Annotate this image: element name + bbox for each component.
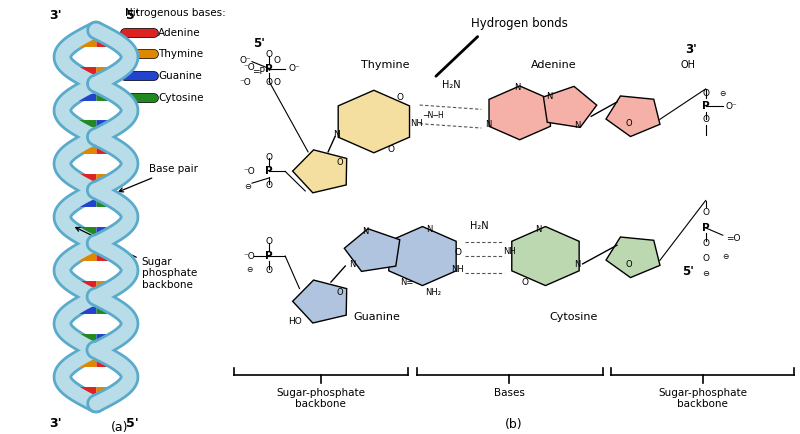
Text: O: O: [387, 145, 394, 154]
Polygon shape: [489, 86, 550, 140]
Text: H₂N: H₂N: [470, 220, 489, 231]
Text: Adenine: Adenine: [158, 27, 201, 38]
Text: N=: N=: [400, 279, 413, 287]
Polygon shape: [606, 237, 660, 278]
Text: P: P: [266, 251, 273, 261]
Text: =O: =O: [726, 234, 740, 243]
Text: (a): (a): [111, 421, 129, 434]
Text: O: O: [702, 208, 709, 217]
Text: 3': 3': [686, 43, 697, 56]
Polygon shape: [512, 227, 579, 286]
Text: N: N: [362, 227, 369, 236]
Text: O: O: [625, 119, 632, 128]
Text: ⊖: ⊖: [719, 89, 726, 98]
Text: HO: HO: [289, 317, 302, 326]
Text: 3': 3': [49, 9, 62, 22]
Text: O: O: [522, 279, 529, 287]
Text: Guanine: Guanine: [158, 71, 202, 81]
Text: Nitrogenous bases:: Nitrogenous bases:: [125, 8, 226, 18]
Text: 5': 5': [126, 9, 138, 22]
Text: O: O: [702, 254, 709, 263]
Text: Bases: Bases: [494, 388, 525, 398]
Text: (b): (b): [505, 418, 523, 431]
Text: O: O: [702, 89, 709, 98]
Text: O: O: [454, 248, 462, 257]
Text: N: N: [426, 225, 433, 233]
Text: Base pair: Base pair: [119, 164, 198, 192]
Text: O: O: [273, 56, 280, 65]
Polygon shape: [293, 280, 346, 323]
Text: N: N: [546, 92, 553, 101]
Text: P: P: [266, 63, 273, 74]
Text: 5': 5': [254, 37, 266, 50]
Text: Sugar
phosphate
backbone: Sugar phosphate backbone: [76, 227, 197, 290]
Polygon shape: [293, 150, 346, 193]
Text: ─N─H: ─N─H: [423, 111, 444, 119]
Text: O: O: [273, 78, 280, 87]
Text: Sugar-phosphate
backbone: Sugar-phosphate backbone: [658, 388, 747, 409]
Polygon shape: [543, 86, 597, 127]
Text: ⁻O: ⁻O: [244, 167, 256, 176]
Text: ⁻O: ⁻O: [244, 63, 256, 72]
Text: O⁻: O⁻: [726, 102, 738, 111]
Text: 5': 5': [682, 265, 694, 278]
Text: ⊖: ⊖: [702, 269, 709, 278]
Text: P: P: [266, 166, 273, 177]
Text: Hydrogen bonds: Hydrogen bonds: [471, 17, 568, 30]
Text: ⊖: ⊖: [722, 252, 729, 260]
Text: Cytosine: Cytosine: [550, 312, 598, 322]
Text: NH: NH: [451, 265, 464, 273]
Text: O⁻: O⁻: [239, 56, 251, 65]
Text: O: O: [266, 78, 273, 87]
Text: O: O: [266, 50, 273, 59]
Text: Cytosine: Cytosine: [158, 92, 204, 103]
Text: O: O: [625, 260, 632, 269]
Text: O: O: [266, 153, 273, 161]
Text: ⁻O: ⁻O: [244, 252, 256, 260]
Text: N: N: [514, 83, 520, 92]
Text: O: O: [702, 115, 709, 124]
Text: O: O: [336, 289, 343, 297]
Text: ⊖: ⊖: [246, 265, 253, 273]
Text: O: O: [702, 239, 709, 247]
Text: N: N: [349, 260, 355, 269]
Text: N: N: [574, 122, 580, 130]
Text: Thymine: Thymine: [158, 49, 203, 59]
Text: H₂N: H₂N: [442, 79, 460, 90]
Text: P: P: [702, 101, 710, 112]
Text: 5': 5': [126, 417, 138, 430]
Text: ⊖: ⊖: [245, 182, 251, 191]
Text: P: P: [702, 223, 710, 233]
Text: OH: OH: [681, 60, 696, 70]
Text: NH: NH: [410, 119, 423, 128]
Text: 3': 3': [49, 417, 62, 430]
Text: Adenine: Adenine: [531, 60, 577, 70]
Text: ⁻O: ⁻O: [239, 78, 251, 87]
Polygon shape: [606, 96, 660, 137]
Polygon shape: [389, 227, 456, 286]
Text: NH₂: NH₂: [425, 289, 441, 297]
Polygon shape: [338, 90, 410, 153]
Text: N: N: [574, 260, 580, 269]
Text: Sugar-phosphate
backbone: Sugar-phosphate backbone: [276, 388, 365, 409]
Text: N: N: [535, 225, 542, 233]
Text: O⁻: O⁻: [288, 64, 300, 73]
Text: O: O: [266, 266, 273, 275]
Text: O: O: [266, 181, 273, 190]
Text: NH: NH: [504, 247, 516, 256]
Text: O: O: [396, 93, 403, 102]
Text: O: O: [336, 158, 343, 167]
Text: O: O: [266, 237, 273, 246]
Text: =P·: =P·: [251, 67, 267, 76]
Polygon shape: [344, 229, 400, 271]
Text: Thymine: Thymine: [361, 60, 410, 70]
Text: N: N: [485, 121, 491, 129]
Text: N: N: [334, 130, 340, 139]
Text: Guanine: Guanine: [354, 312, 400, 322]
